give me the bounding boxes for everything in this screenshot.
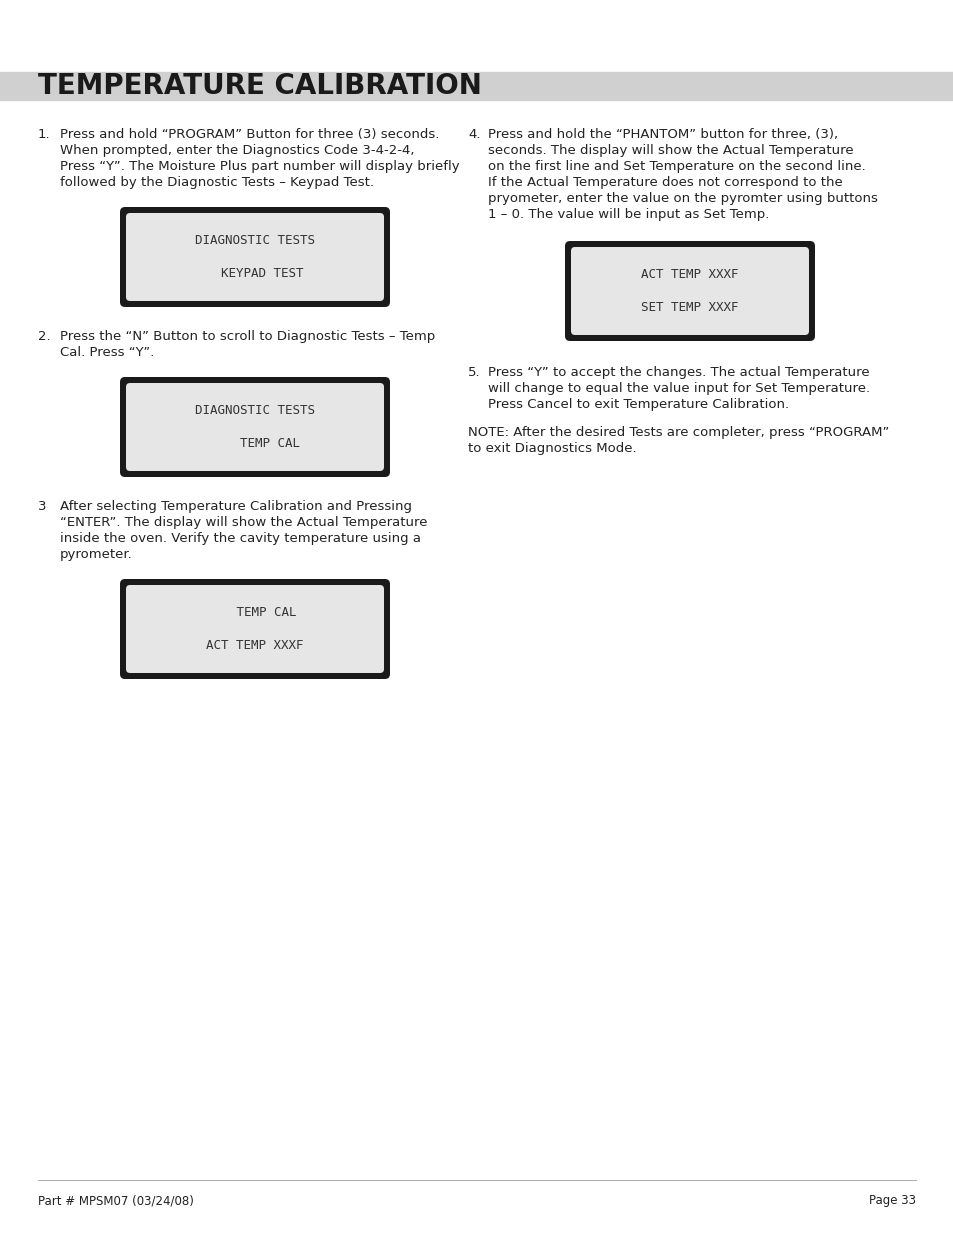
Text: to exit Diagnostics Mode.: to exit Diagnostics Mode. — [468, 442, 636, 454]
Text: KEYPAD TEST: KEYPAD TEST — [206, 267, 303, 279]
FancyBboxPatch shape — [564, 241, 814, 341]
Text: 2.: 2. — [38, 330, 51, 343]
FancyBboxPatch shape — [126, 212, 384, 301]
Text: TEMP CAL: TEMP CAL — [210, 437, 299, 450]
FancyBboxPatch shape — [571, 247, 808, 335]
Text: seconds. The display will show the Actual Temperature: seconds. The display will show the Actua… — [488, 144, 853, 157]
Text: Press the “N” Button to scroll to Diagnostic Tests – Temp: Press the “N” Button to scroll to Diagno… — [60, 330, 435, 343]
Text: Press and hold “PROGRAM” Button for three (3) seconds.: Press and hold “PROGRAM” Button for thre… — [60, 128, 439, 141]
FancyBboxPatch shape — [126, 383, 384, 471]
Text: Cal. Press “Y”.: Cal. Press “Y”. — [60, 346, 154, 359]
Text: If the Actual Temperature does not correspond to the: If the Actual Temperature does not corre… — [488, 177, 841, 189]
FancyBboxPatch shape — [120, 377, 390, 477]
Text: Page 33: Page 33 — [868, 1194, 915, 1207]
FancyBboxPatch shape — [120, 207, 390, 308]
Text: TEMPERATURE CALIBRATION: TEMPERATURE CALIBRATION — [38, 72, 481, 100]
Text: pryometer, enter the value on the pyromter using buttons: pryometer, enter the value on the pyromt… — [488, 191, 877, 205]
Text: DIAGNOSTIC TESTS: DIAGNOSTIC TESTS — [194, 235, 314, 247]
Text: TEMP CAL: TEMP CAL — [213, 606, 296, 619]
Text: pyrometer.: pyrometer. — [60, 548, 132, 561]
Bar — [0, 72, 953, 100]
Text: 1.: 1. — [38, 128, 51, 141]
Text: “ENTER”. The display will show the Actual Temperature: “ENTER”. The display will show the Actua… — [60, 516, 427, 529]
FancyBboxPatch shape — [120, 579, 390, 679]
Text: inside the oven. Verify the cavity temperature using a: inside the oven. Verify the cavity tempe… — [60, 532, 420, 545]
Text: DIAGNOSTIC TESTS: DIAGNOSTIC TESTS — [194, 404, 314, 417]
Text: 1 – 0. The value will be input as Set Temp.: 1 – 0. The value will be input as Set Te… — [488, 207, 768, 221]
Text: followed by the Diagnostic Tests – Keypad Test.: followed by the Diagnostic Tests – Keypa… — [60, 177, 374, 189]
Text: will change to equal the value input for Set Temperature.: will change to equal the value input for… — [488, 382, 869, 395]
Text: Press and hold the “PHANTOM” button for three, (3),: Press and hold the “PHANTOM” button for … — [488, 128, 838, 141]
Text: After selecting Temperature Calibration and Pressing: After selecting Temperature Calibration … — [60, 500, 412, 513]
Text: SET TEMP XXXF: SET TEMP XXXF — [640, 300, 738, 314]
Text: When prompted, enter the Diagnostics Code 3-4-2-4,: When prompted, enter the Diagnostics Cod… — [60, 144, 414, 157]
Text: 3: 3 — [38, 500, 47, 513]
Text: Part # MPSM07 (03/24/08): Part # MPSM07 (03/24/08) — [38, 1194, 193, 1207]
Text: Press Cancel to exit Temperature Calibration.: Press Cancel to exit Temperature Calibra… — [488, 398, 788, 411]
Text: on the first line and Set Temperature on the second line.: on the first line and Set Temperature on… — [488, 161, 864, 173]
FancyBboxPatch shape — [126, 585, 384, 673]
Text: NOTE: After the desired Tests are completer, press “PROGRAM”: NOTE: After the desired Tests are comple… — [468, 426, 888, 438]
Text: 4.: 4. — [468, 128, 480, 141]
Text: Press “Y” to accept the changes. The actual Temperature: Press “Y” to accept the changes. The act… — [488, 366, 869, 379]
Text: Press “Y”. The Moisture Plus part number will display briefly: Press “Y”. The Moisture Plus part number… — [60, 161, 459, 173]
Text: ACT TEMP XXXF: ACT TEMP XXXF — [206, 638, 303, 652]
Text: ACT TEMP XXXF: ACT TEMP XXXF — [640, 268, 738, 282]
Text: 5.: 5. — [468, 366, 480, 379]
